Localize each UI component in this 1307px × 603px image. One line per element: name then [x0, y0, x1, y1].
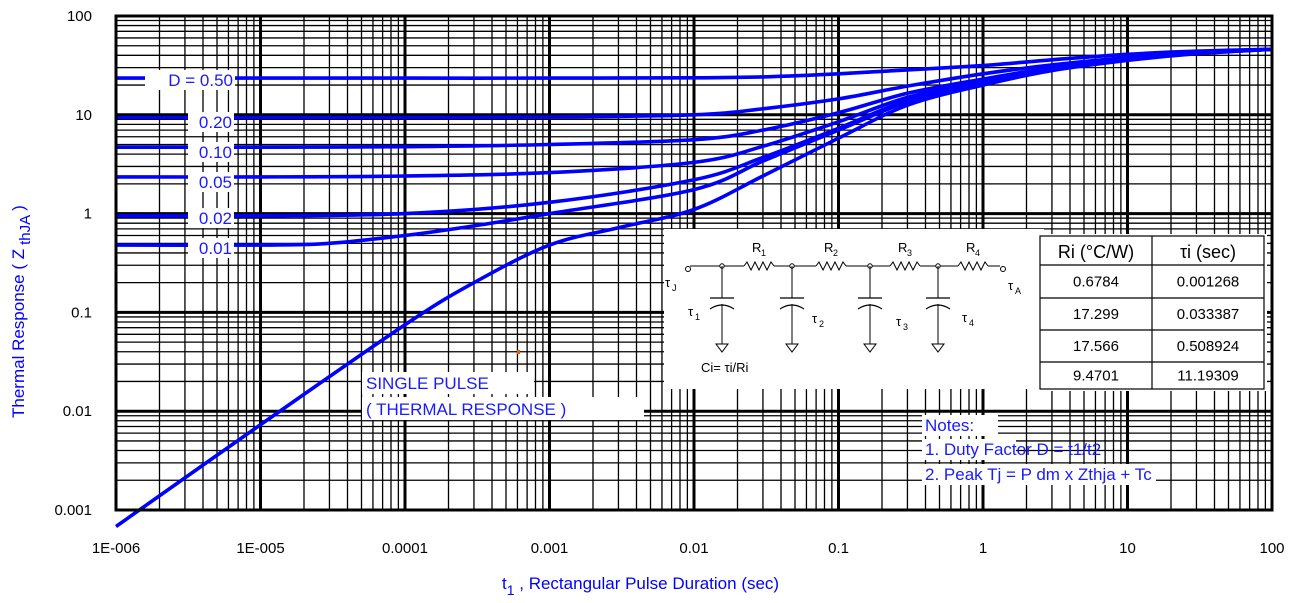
x-tick-label: 0.0001 [382, 540, 428, 557]
table-cell: 0.6784 [1073, 274, 1119, 291]
node-label-sub: A [1015, 286, 1021, 296]
single-pulse-label: ( THERMAL RESPONSE ) [366, 400, 566, 419]
resistor-label: R [824, 240, 833, 255]
tau-label: τ [896, 314, 902, 329]
y-tick-label: 0.1 [71, 304, 92, 321]
series-curves [114, 47, 1273, 528]
series-label: D = 0.50 [168, 71, 233, 90]
node-label: τ [1008, 278, 1014, 293]
tau-label: τ [962, 310, 968, 325]
y-tick-label: 0.001 [54, 502, 92, 519]
table-header: Ri (°C/W) [1058, 242, 1134, 262]
table-cell: 0.001268 [1177, 274, 1240, 291]
y-tick-label: 10 [75, 107, 92, 124]
table-header: τi (sec) [1180, 242, 1236, 262]
series-label: 0.01 [199, 239, 232, 258]
series-label-box [188, 112, 234, 132]
node-label: τ [665, 275, 671, 290]
x-tick-label: 100 [1259, 540, 1284, 557]
resistor-symbol [743, 260, 775, 272]
table-cell: 9.4701 [1073, 368, 1119, 385]
schematic-terminal [685, 266, 691, 272]
tau-label-sub: 2 [819, 319, 824, 329]
table-cell: 0.033387 [1177, 306, 1240, 323]
series-labels: D = 0.50 0.20 0.10 0.05 0.02 0.01 SINGLE PULSE… [145, 70, 1156, 485]
series-line-0 [116, 47, 1273, 80]
series-line-6 [114, 47, 1273, 528]
ground-symbol [785, 343, 799, 353]
y-tick-label: 1 [84, 206, 92, 223]
resistor-label-sub: 3 [907, 248, 912, 258]
ground-symbol [863, 343, 877, 353]
x-tick-label: 0.001 [531, 540, 569, 557]
x-tick-label: 1 [979, 540, 987, 557]
resistor-label: R [898, 240, 907, 255]
note-box [922, 415, 998, 436]
resistor-symbol [889, 260, 921, 272]
resistor-symbol [957, 260, 989, 272]
series-label: 0.10 [199, 143, 232, 162]
x-axis-title: t1 , Rectangular Pulse Duration (sec) [502, 574, 779, 598]
node-label-sub: J [672, 283, 677, 293]
note-line: 2. Peak Tj = P dm x Zthja + Tc [925, 465, 1152, 484]
tau-label: τ [688, 304, 694, 319]
table-cell: 0.508924 [1177, 338, 1240, 355]
tau-label-sub: 1 [695, 312, 700, 322]
series-label: 0.20 [199, 113, 232, 132]
series-label-box [145, 70, 235, 90]
single-pulse-label-box [362, 372, 534, 394]
series-label-box [188, 142, 234, 162]
resistor-label-sub: 1 [761, 248, 766, 258]
series-label-box [188, 238, 234, 258]
tau-label-sub: 4 [969, 318, 974, 328]
plot-frame [114, 14, 1274, 512]
resistor-symbol [815, 260, 847, 272]
note-line: 1. Duty Factor D = t1/t2 [925, 440, 1101, 459]
ground-symbol [715, 343, 729, 353]
note-line: Notes: [925, 416, 974, 435]
table-cell: 11.19309 [1177, 368, 1238, 385]
note-box [922, 439, 1016, 460]
single-pulse-label-box [362, 397, 644, 420]
resistor-label: R [752, 240, 761, 255]
y-tick-label: 0.01 [63, 403, 92, 420]
note-box [922, 464, 1156, 485]
capacitor-formula: Ci= τi/Ri [701, 360, 749, 375]
stray-marker [517, 350, 520, 354]
tau-label-sub: 3 [903, 322, 908, 332]
schematic-terminal [1000, 266, 1006, 272]
y-axis-title: Thermal Response ( ZthJA) [9, 205, 34, 418]
series-label: 0.05 [199, 173, 232, 192]
ground-symbol [931, 343, 945, 353]
axes: 1E-006 1E-005 0.0001 0.001 0.01 0.1 1 10 100 0.00… [9, 8, 1285, 598]
resistor-label: R [966, 240, 975, 255]
tau-label: τ [812, 311, 818, 326]
series-label-box [188, 172, 234, 192]
x-tick-label: 0.01 [679, 540, 708, 557]
resistor-label-sub: 4 [975, 248, 980, 258]
x-tick-label: 1E-006 [92, 540, 140, 557]
y-tick-label: 100 [67, 8, 92, 25]
table-cell: 17.299 [1073, 306, 1119, 323]
x-tick-label: 1E-005 [236, 540, 284, 557]
single-pulse-label: SINGLE PULSE [366, 374, 489, 393]
x-tick-label: 10 [1119, 540, 1136, 557]
schematic-box [664, 229, 1044, 389]
series-label: 0.02 [199, 209, 232, 228]
table-cell: 17.566 [1073, 338, 1119, 355]
resistor-label-sub: 2 [833, 248, 838, 258]
series-label-box [188, 208, 234, 228]
x-tick-label: 0.1 [828, 540, 849, 557]
